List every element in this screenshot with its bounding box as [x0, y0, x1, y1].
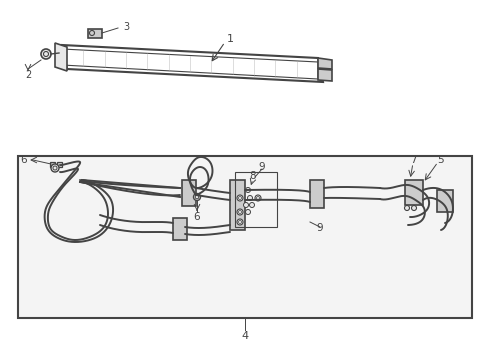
- Text: 4: 4: [242, 331, 248, 341]
- Text: 7: 7: [410, 155, 416, 165]
- Circle shape: [237, 219, 243, 225]
- Bar: [230, 180, 245, 230]
- Bar: [437, 190, 453, 212]
- Circle shape: [194, 194, 200, 201]
- Bar: [405, 180, 423, 205]
- Circle shape: [237, 195, 243, 201]
- Bar: [182, 180, 196, 206]
- Text: 9: 9: [259, 162, 265, 172]
- Circle shape: [244, 202, 248, 207]
- Bar: [88, 29, 102, 38]
- Bar: [57, 162, 62, 167]
- Text: 8: 8: [250, 171, 256, 181]
- Circle shape: [249, 202, 254, 207]
- Polygon shape: [55, 43, 67, 71]
- Text: 9: 9: [317, 223, 323, 233]
- Text: 6: 6: [21, 155, 27, 165]
- Polygon shape: [318, 69, 332, 81]
- Bar: [18, 156, 472, 318]
- Circle shape: [245, 210, 250, 215]
- Bar: [50, 162, 55, 167]
- Circle shape: [245, 188, 250, 193]
- Circle shape: [412, 206, 416, 211]
- Circle shape: [51, 164, 59, 172]
- Text: 3: 3: [123, 22, 129, 32]
- Text: 1: 1: [226, 34, 234, 44]
- Text: 2: 2: [25, 70, 31, 80]
- Circle shape: [247, 195, 252, 201]
- Bar: [173, 218, 187, 240]
- Text: 6: 6: [194, 212, 200, 222]
- Circle shape: [41, 49, 51, 59]
- Circle shape: [237, 209, 243, 215]
- Bar: [235, 172, 277, 227]
- Text: 5: 5: [437, 155, 443, 165]
- Polygon shape: [318, 58, 332, 69]
- Bar: [310, 180, 324, 208]
- Circle shape: [255, 195, 261, 201]
- Circle shape: [405, 206, 410, 211]
